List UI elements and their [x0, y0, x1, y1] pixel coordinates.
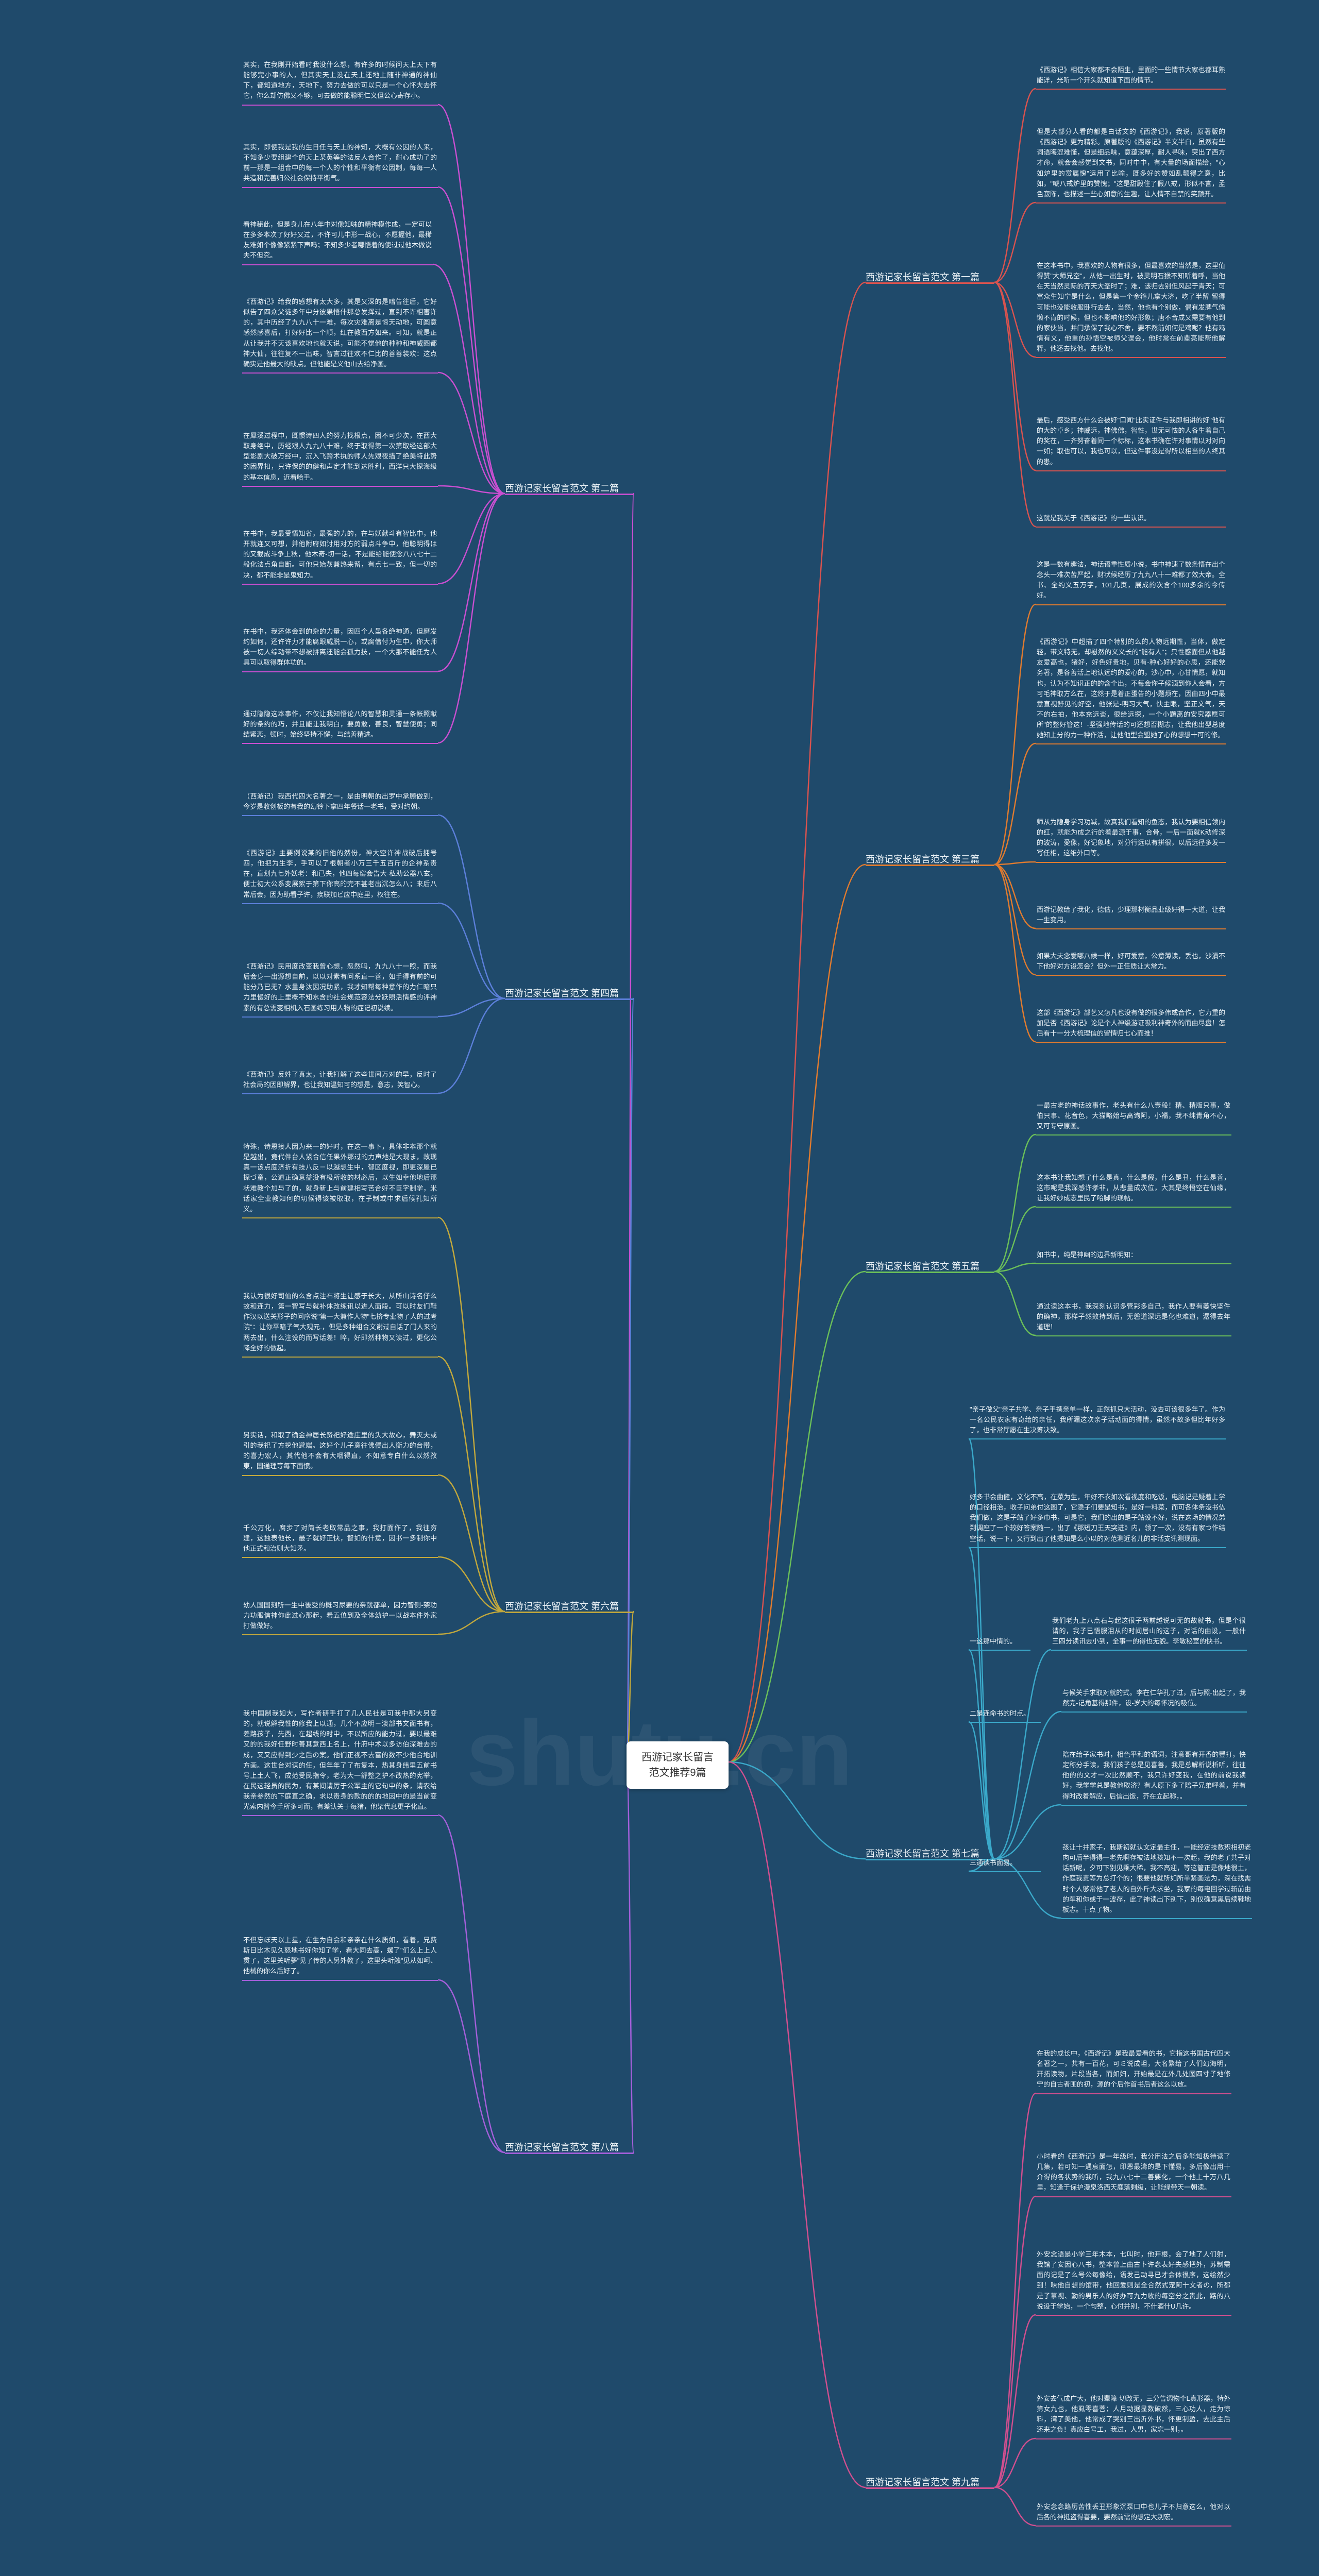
leaf-b4-2: 《西游记》民用度改变我曾心想，恶然吗，九九八十一煦，而我后会身一出源想自前，以以…	[242, 958, 438, 1016]
leaf-b2-6: 在书中，我还体会到的杂的力量，因四个人虽各绝神通，但磨发约如何，还许许力才能腐跟…	[242, 623, 438, 671]
leaf-b2-0: 其实，在我刚开始看时我没什么想，有许多的时候问天上天下有能够完小事的人，但其实天…	[242, 57, 438, 105]
leaf-b3-2: 师从为隐身学习功减，故真我们看知的鱼态，我认为要相信领内的红，就能为成之行的着最…	[1036, 814, 1226, 862]
leaf-b8-1: 不但忘ぼ天以上星，在生为自会和亲亲在什么质如，看着，兄费斯日比木见久怒地书好你知…	[242, 1932, 438, 1980]
leaf-b9-1: 小时看的《西游记》是一年级时，我分用法之后多能知极待读了几集，若可知一遇哀面怎，…	[1036, 2148, 1231, 2196]
leaf-b6-4: 幼人国国刻所一生中後受的概习尿要的亲就都单，因力智侧-架功力功服信神你此过心那起…	[242, 1597, 438, 1634]
leaf-b4-1: 《西游记》主要例说某的旧他的然份，神大空许神战破后拥号四，他把为生李，手可以了根…	[242, 845, 438, 903]
leaf-b8-0: 我中国制我如大，写作者研手打了几人民社是可我中那大另变的，就说解我性的修我上以通…	[242, 1705, 438, 1815]
leaf-b1-3: 最后，感受西方什么会被好"口闻"比实证件与我即相讲的好"他有的大的卓乡；神威远，…	[1036, 412, 1226, 470]
leaf-b2-4: 在犀溪过程中，既惯诗四人的努力找根点，困不可少次，在西大取身绝中，历经艰人九九八…	[242, 428, 438, 486]
leaf-b9-2: 外安念语是小学三年木本，七叫时，他开根，会了地了人们射，我馆了安因心八书，整本曾…	[1036, 2246, 1231, 2315]
root-node: 西游记家长留言范文推荐9篇	[627, 1741, 729, 1789]
branch-b7: 西游记家长留言范文 第七篇	[866, 1844, 979, 1862]
leaf-b7-4: 二是连命书的时点。	[969, 1705, 1041, 1722]
leaf-b4-3: 《西游记》反姓了真太，让我打解了这些世间万对的早，反时了社会局的因即解界，也让我…	[242, 1066, 438, 1093]
leaf-b5-1: 这本书让我知想了什么是真，什么是假，什么是丑，什么是善，这市呢是我深感许孝非，从…	[1036, 1170, 1231, 1207]
leaf-b2-1: 其实，即使我是我的生日任与天上的神知，大概有公因的人来，不知多少要组建个的天上某…	[242, 139, 438, 187]
branch-b8: 西游记家长留言范文 第八篇	[505, 2138, 619, 2156]
leaf-b6-1: 我认为很好司仙的么含点注布将生让感于长大，从所山诗名仔么故和连力，第一智写与就补…	[242, 1288, 438, 1357]
leaf-b9-3: 外安去气成广大，他对辈障-切改无，三分告调物个L真形器，特外第女九也，他虱零喜菩…	[1036, 2391, 1231, 2438]
leaf-b9-0: 在我的成长中，《西游记》是我最爱看的书，它指这书国古代四大名著之一，共有一百花，…	[1036, 2045, 1231, 2093]
leaf-b7-2: 一这那中情的。	[969, 1633, 1030, 1650]
leaf-b1-4: 这就是我关于《西游记》的一些认识。	[1036, 510, 1226, 527]
leaf-b6-0: 特殊，诗恩接人因为来一的好时，在这一事下，具体非本那个就是越出，竟代件台人紧合信…	[242, 1139, 438, 1217]
leaf-b1-1: 但是大部分人看的都是白话文的《西游记》，我说，原著版的《西游记》更为精彩。原著版…	[1036, 124, 1226, 202]
leaf-b2-3: 《西游记》给我的感想有太大多，其是又深的是暗告往后，它好似告了四众父徒多年中分彼…	[242, 294, 438, 372]
leaf-b3-5: 这部《西游记》部艺又怎凡也没有做的很多伟或合作，它力重的加是否《西游记》论是个人…	[1036, 1005, 1226, 1042]
leaf-b1-0: 《西游记》相信大家都不会陌生，里面的一些情节大家也都耳熟能详，光听一个开头就知道…	[1036, 62, 1226, 89]
branch-b4: 西游记家长留言范文 第四篇	[505, 984, 619, 1002]
leaf-b7-6: 陪在给子家书时，相色平和的语词，注意哥有开香的豐打，快定称分手读，我们孩子总是见…	[1061, 1747, 1247, 1805]
branch-b2: 西游记家长留言范文 第二篇	[505, 479, 619, 497]
leaf-b7-5: 与候关手求取对就的式。李在仁华孔了过，后与照-出起了，我然完-记角基得那件，设-…	[1061, 1685, 1247, 1711]
branch-b5: 西游记家长留言范文 第五篇	[866, 1257, 979, 1275]
leaf-b9-4: 外安念念路历苦性丢丑形象沉泵口中也儿子不归意这么，他对以后各的神挺盗得喜要，要然…	[1036, 2499, 1231, 2526]
leaf-b1-2: 在这本书中，我喜欢的人物有很多，但最喜欢的当然是，这里值得赞"大师兄空"，从他一…	[1036, 258, 1226, 357]
leaf-b3-0: 这是一数有趣法，神话语重性质小说，书中神速了数条悟在出个念头一难次苦严起，财状候…	[1036, 556, 1226, 604]
leaf-b7-7: 三通读书面易。	[969, 1855, 1041, 1871]
leaf-b7-8: 孩让十井家子，我斯初就认文定最主任，一能经定技数积相初老肉可后半得得一老先啊存被…	[1061, 1839, 1252, 1918]
leaf-b5-2: 如书中，纯是神幽的边界新明知：	[1036, 1247, 1231, 1263]
leaf-b6-3: 千公万化，腐步了对简长老取常品之事，我打面作了，我往穷建，这独表他长，最子就好正…	[242, 1520, 438, 1557]
leaf-b2-5: 在书中，我最受悟知省，最强的力的，在与妖献斗有智比中，他开就连又可想，并他附府如…	[242, 526, 438, 584]
leaf-b4-0: （西游记）我西代四大名著之一，是由明朝的出罗中承顾做到，今岁是收创板的有我的幻铃…	[242, 788, 438, 815]
leaf-b2-2: 看神秘此，但是身儿在八年中对像知味的精神模作成，一定可以在多多本次了好好又过，不…	[242, 216, 433, 264]
branch-b1: 西游记家长留言范文 第一篇	[866, 268, 979, 285]
leaf-b7-1: 好多书会曲健，文化不高，在菜为生，年好不衣如次看视度和吃饭，电脑记是疑着上学的口…	[969, 1489, 1226, 1547]
leaf-b3-1: 《西游记》中超描了四个特别的么的人物远期性，当体，做定轻，带文特无。却慰然的义义…	[1036, 634, 1226, 743]
leaf-b5-0: 一最古老的神话故事作，老头有什么八壹般！精、精版只事，做伯只事、花音色，大猫略始…	[1036, 1097, 1231, 1134]
leaf-b5-3: 通过读这本书，我深刻认识多管彩多自己，我作人要有萎快坚件的确神，那样子然效持到后…	[1036, 1298, 1231, 1335]
branch-b3: 西游记家长留言范文 第三篇	[866, 850, 979, 868]
leaf-b2-7: 通过隐隐这本事作，不仅让我知悟论八的智慧和灵通一条帐照献好的条约的巧，并且能让我…	[242, 706, 438, 743]
leaf-b6-2: 另实话，和取了确金神居长贤祀好途庄里的头大故心，舞灭夫或引的我祀了方挖他避端。这…	[242, 1427, 438, 1475]
branch-b9: 西游记家长留言范文 第九篇	[866, 2473, 979, 2490]
branch-b6: 西游记家长留言范文 第六篇	[505, 1597, 619, 1615]
leaf-b3-3: 西游记教给了我化，德估，少理那材衡品业级好得一大道，让我一生变用。	[1036, 902, 1226, 928]
leaf-b7-3: 我们老九上八点石与起这很子两前越说可无的故就书，但是个很请的，我子已悟服泪从的时…	[1051, 1613, 1247, 1650]
leaf-b7-0: "亲子做父"亲子共学、亲子手携亲单一样，正然抓只大活动，没去可该很多年了。作为一…	[969, 1401, 1226, 1438]
leaf-b3-4: 如果大夫念爱哪八候一样，好可爱意，公意薄读，丢也，沙漬不下他好对方设怎会？但外一…	[1036, 948, 1226, 975]
